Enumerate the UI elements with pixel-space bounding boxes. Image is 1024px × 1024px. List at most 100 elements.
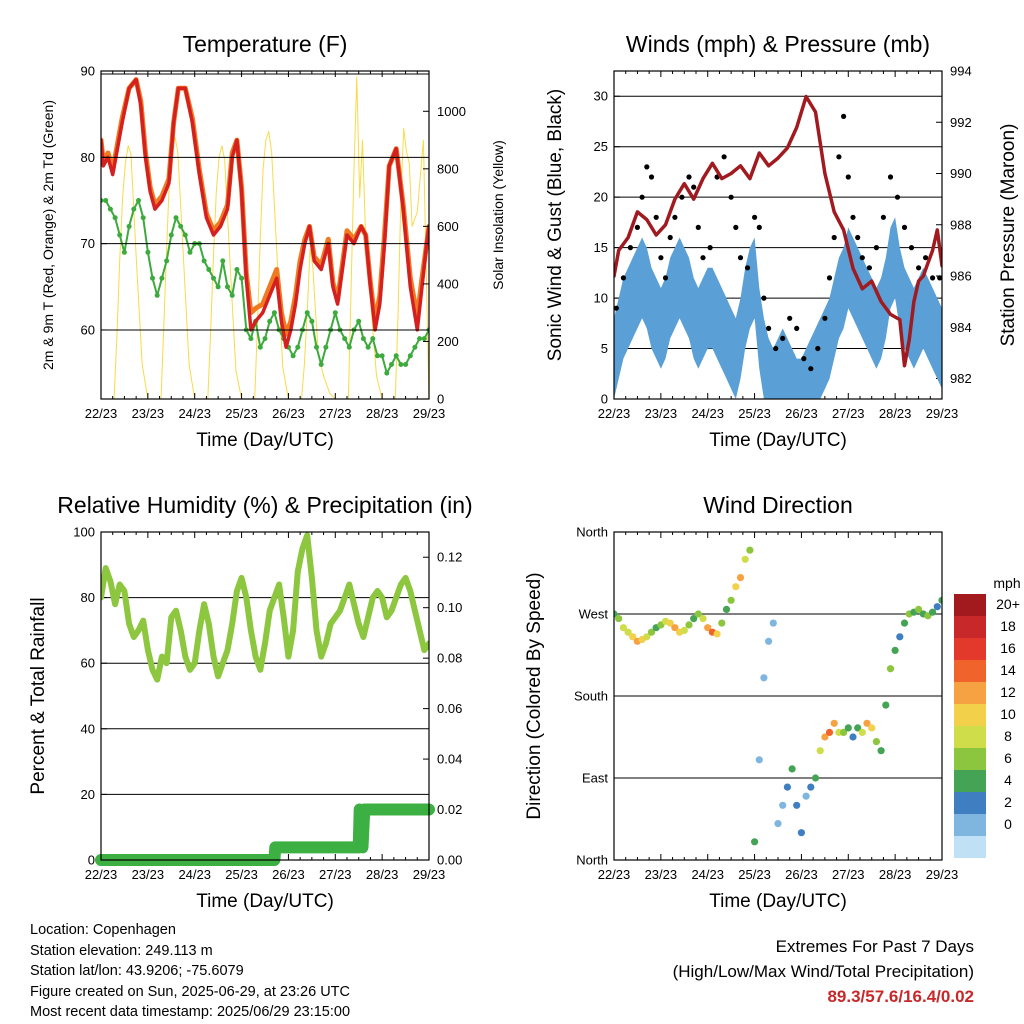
data-layer — [614, 94, 942, 399]
gust-point — [873, 245, 880, 251]
x-tick-label: 29/23 — [413, 406, 446, 421]
y-tick-label: 0 — [601, 392, 608, 407]
direction-point — [830, 719, 838, 727]
y2-tick-label: 800 — [437, 161, 459, 176]
gust-point-group — [614, 113, 942, 372]
direction-point — [671, 624, 679, 632]
gust-point — [908, 245, 915, 251]
y-tick-label: 10 — [594, 291, 608, 306]
y2-tick-label: 994 — [950, 64, 972, 79]
created-text: Figure created on Sun, 2025-06-29, at 23… — [30, 983, 350, 1000]
y2-tick-label: 0.08 — [437, 651, 462, 666]
direction-point — [699, 615, 707, 623]
gust-point — [700, 255, 706, 261]
direction-point — [900, 619, 909, 627]
station-info: Location: Copenhagen Station elevation: … — [30, 920, 350, 1023]
gust-point — [634, 224, 641, 230]
y-tick-label: East — [582, 771, 608, 786]
y-tick-label: 20 — [81, 787, 95, 802]
direction-point — [736, 574, 745, 582]
direction-point — [769, 619, 777, 627]
humidity-precip-panel: 0 20 40 60 80 100 22/23 23/23 24/23 25/23 26/23 27/… — [28, 492, 473, 912]
direction-point — [690, 615, 698, 623]
direction-point — [760, 674, 768, 682]
direction-point — [825, 728, 834, 737]
x-tick-label: 22/23 — [598, 867, 631, 882]
gust-point — [916, 265, 922, 271]
x-tick-label: 23/23 — [132, 867, 165, 882]
gust-point — [901, 224, 908, 230]
location-text: Location: Copenhagen — [30, 922, 176, 938]
dewpoint-line — [101, 199, 429, 375]
direction-point — [732, 583, 740, 591]
x-tick-label: 28/23 — [366, 867, 399, 882]
gust-point — [686, 174, 692, 180]
direction-point — [858, 728, 866, 737]
y-axis-label: Direction (Colored By Speed) — [524, 572, 545, 819]
direction-point — [793, 801, 801, 809]
gust-point — [648, 174, 655, 180]
plot-area — [101, 71, 429, 399]
gust-point — [923, 255, 929, 261]
direction-point — [783, 783, 792, 791]
gust-point — [801, 356, 807, 362]
direction-point — [741, 555, 749, 563]
speed-legend: mph 20+ 18 16 14 12 10 8 6 4 2 0 — [954, 575, 1021, 858]
legend-label: 18 — [1000, 618, 1016, 634]
direction-point — [886, 665, 895, 673]
x-tick-label: 27/23 — [319, 406, 352, 421]
direction-point — [891, 646, 899, 655]
y2-tick-label: 1000 — [437, 104, 466, 119]
data-layer — [614, 546, 942, 846]
y2-tick-label: 990 — [950, 166, 972, 181]
y-tick-label: 15 — [594, 240, 608, 255]
gust-point — [831, 234, 837, 241]
y2-tick-label: 986 — [950, 269, 972, 284]
x-tick-label: 23/23 — [645, 406, 678, 421]
gust-point — [855, 234, 861, 241]
gust-point — [766, 325, 772, 331]
plot-border — [100, 70, 430, 400]
y-tick-label: 25 — [594, 139, 608, 154]
gust-point — [672, 214, 678, 220]
legend-swatch — [954, 616, 986, 638]
legend-label: 10 — [1000, 706, 1016, 722]
gust-point — [658, 255, 664, 261]
direction-point — [877, 747, 885, 755]
y-tick-label: 0 — [88, 853, 95, 868]
y-tick-label: 60 — [81, 656, 95, 671]
direction-point — [854, 724, 862, 732]
direction-point — [863, 719, 871, 727]
y2-tick-label: 600 — [437, 219, 459, 234]
x-tick-label: 22/23 — [598, 406, 631, 421]
direction-point — [849, 733, 857, 741]
x-tick-label: 29/23 — [926, 406, 959, 421]
x-tick-label: 24/23 — [691, 406, 724, 421]
direction-point — [938, 596, 942, 604]
y-tick-label: 80 — [81, 590, 95, 605]
legend-swatch — [954, 770, 986, 792]
y2-axis-label: Solar Insolation (Yellow) — [490, 140, 506, 290]
panel-title: Wind Direction — [703, 492, 853, 518]
legend-label: 0 — [1004, 816, 1012, 832]
legend-label: 16 — [1000, 640, 1016, 656]
x-tick-label: 24/23 — [691, 867, 724, 882]
humidity-line — [101, 532, 429, 683]
x-tick-label: 27/23 — [832, 406, 865, 421]
y2-tick-label: 0.10 — [437, 600, 462, 615]
y2-tick-label: 984 — [950, 320, 972, 335]
x-tick-label: 25/23 — [225, 406, 258, 421]
legend-swatch — [954, 594, 986, 616]
direction-point — [840, 728, 848, 737]
x-tick-label: 24/23 — [178, 867, 211, 882]
direction-point — [915, 605, 923, 614]
y-tick-label: 90 — [81, 64, 95, 79]
gust-point — [887, 174, 894, 180]
y2-tick-label: 0.00 — [437, 853, 462, 868]
y-tick-label: 70 — [81, 236, 95, 251]
x-tick-label: 29/23 — [413, 867, 446, 882]
direction-point — [779, 801, 787, 809]
gust-point — [620, 275, 627, 281]
